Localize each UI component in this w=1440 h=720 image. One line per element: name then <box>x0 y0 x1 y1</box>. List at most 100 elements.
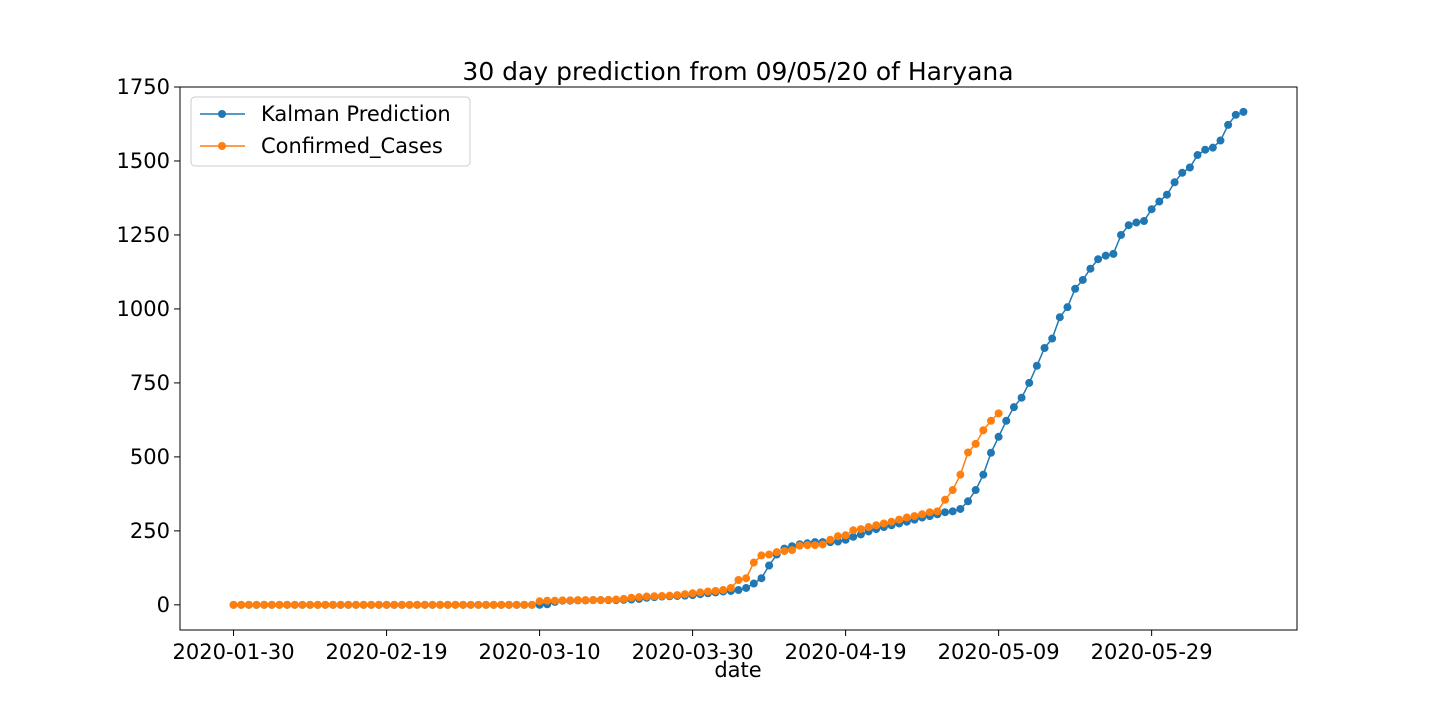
data-point <box>520 600 529 609</box>
data-point <box>956 504 965 513</box>
data-point <box>818 540 827 549</box>
data-point <box>657 591 666 600</box>
data-point <box>956 470 965 479</box>
data-point <box>803 541 812 550</box>
data-point <box>841 531 850 540</box>
data-point <box>550 596 559 605</box>
x-tick-label: 2020-01-30 <box>173 640 295 664</box>
data-point <box>1124 221 1133 230</box>
data-point <box>459 600 468 609</box>
data-point <box>986 416 995 425</box>
data-point <box>1147 205 1156 214</box>
data-point <box>742 574 751 583</box>
data-point <box>267 600 276 609</box>
data-point <box>910 512 919 521</box>
data-point <box>849 526 858 535</box>
data-point <box>313 600 322 609</box>
data-point <box>757 574 766 583</box>
data-point <box>1101 251 1110 260</box>
y-tick-label: 0 <box>157 593 170 617</box>
x-tick-label: 2020-04-19 <box>785 640 907 664</box>
y-tick-label: 1750 <box>117 75 170 99</box>
plot-frame <box>179 86 1298 631</box>
data-point <box>979 426 988 435</box>
data-point <box>237 600 246 609</box>
y-tick-label: 1000 <box>117 297 170 321</box>
data-point <box>413 600 422 609</box>
data-point <box>856 525 865 534</box>
y-tick-label: 250 <box>130 519 170 543</box>
data-point <box>527 600 536 609</box>
data-point <box>772 548 781 557</box>
data-point <box>895 515 904 524</box>
data-point <box>1025 378 1034 387</box>
data-point <box>566 596 575 605</box>
data-point <box>1109 249 1118 258</box>
data-point <box>451 600 460 609</box>
data-point <box>229 600 238 609</box>
data-point <box>826 535 835 544</box>
data-point <box>833 532 842 541</box>
x-tick-label: 2020-02-19 <box>326 640 448 664</box>
data-point <box>298 600 307 609</box>
data-point <box>780 546 789 555</box>
data-point <box>1063 303 1072 312</box>
data-point <box>1239 107 1248 116</box>
data-point <box>1055 313 1064 322</box>
data-point <box>765 561 774 570</box>
data-point <box>864 523 873 532</box>
data-point <box>948 507 957 516</box>
data-point <box>1178 168 1187 177</box>
data-point <box>619 594 628 603</box>
data-point <box>497 600 506 609</box>
x-tick-label: 2020-03-30 <box>632 640 754 664</box>
data-point <box>351 600 360 609</box>
data-point <box>1002 416 1011 425</box>
data-point <box>1139 217 1148 226</box>
data-point <box>573 596 582 605</box>
data-point <box>1162 190 1171 199</box>
data-point <box>359 600 368 609</box>
data-point <box>795 541 804 550</box>
data-point <box>428 600 437 609</box>
series-line <box>233 412 1000 606</box>
y-tick-label: 750 <box>130 371 170 395</box>
x-axis-label: date <box>714 658 761 682</box>
data-point <box>535 597 544 606</box>
data-point <box>1201 145 1210 154</box>
data-point <box>918 510 927 519</box>
data-point <box>734 575 743 584</box>
data-point <box>742 583 751 592</box>
data-point <box>933 507 942 516</box>
data-point <box>703 587 712 596</box>
data-point <box>1017 393 1026 402</box>
data-point <box>321 600 330 609</box>
data-point <box>543 596 552 605</box>
data-point <box>558 596 567 605</box>
data-point <box>1032 361 1041 370</box>
legend-swatch-marker <box>218 110 226 118</box>
data-point <box>734 586 743 595</box>
data-point <box>765 550 774 559</box>
data-point <box>336 600 345 609</box>
data-point <box>964 448 973 457</box>
data-point <box>979 470 988 479</box>
data-point <box>589 596 598 605</box>
data-point <box>581 596 590 605</box>
legend-box <box>190 96 471 167</box>
data-point <box>1155 197 1164 206</box>
data-point <box>811 541 820 550</box>
data-point <box>1224 120 1233 129</box>
data-point <box>948 486 957 495</box>
data-point <box>964 497 973 506</box>
data-point <box>283 600 292 609</box>
y-axis: 0 250 500 750 1000 1250 1500 1750 <box>117 75 180 617</box>
data-point <box>1071 284 1080 293</box>
chart-title: 30 day prediction from 09/05/20 of Harya… <box>462 57 1013 86</box>
data-point <box>260 600 269 609</box>
data-point <box>1048 334 1057 343</box>
data-point <box>726 583 735 592</box>
data-point <box>849 532 858 541</box>
x-tick-label: 2020-05-29 <box>1091 640 1213 664</box>
data-point <box>329 600 338 609</box>
